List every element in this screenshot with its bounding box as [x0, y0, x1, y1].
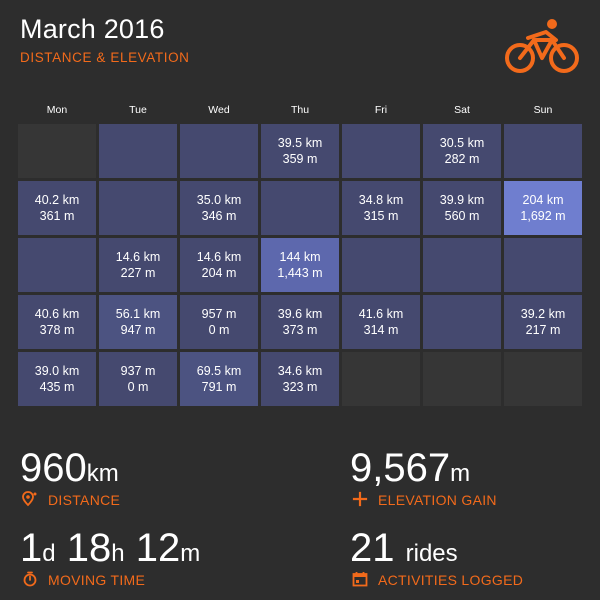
cell-elevation: 359 m — [282, 152, 318, 166]
cyclist-icon — [505, 19, 579, 73]
cell-elevation: 435 m — [39, 380, 75, 394]
cell-elevation: 361 m — [39, 209, 75, 223]
cell-elevation: 204 m — [201, 266, 237, 280]
cell-elevation: 373 m — [282, 323, 318, 337]
cell-distance: 937 m — [120, 364, 156, 378]
page-subtitle: DISTANCE & ELEVATION — [20, 50, 190, 65]
calendar-day-cell: 69.5 km 791 m — [180, 352, 258, 406]
cell-distance: 957 m — [201, 307, 237, 321]
calendar-day-cell — [342, 124, 420, 178]
cell-elevation: 947 m — [120, 323, 156, 337]
cell-distance: 39.6 km — [277, 307, 323, 321]
calendar-day-cell: 39.9 km 560 m — [423, 181, 501, 235]
cell-elevation: 315 m — [363, 209, 399, 223]
weekday-tue: Tue — [129, 104, 147, 116]
calendar-day-cell — [504, 238, 582, 292]
calendar-cell-empty — [342, 352, 420, 406]
cell-distance: 56.1 km — [115, 307, 161, 321]
cell-distance: 40.2 km — [34, 193, 80, 207]
cell-elevation: 217 m — [525, 323, 561, 337]
weekday-sat: Sat — [454, 104, 470, 116]
calendar-day-cell: 56.1 km 947 m — [99, 295, 177, 349]
calendar-day-cell — [261, 181, 339, 235]
cell-distance: 35.0 km — [196, 193, 242, 207]
elevation-value: 9,567m — [350, 446, 471, 490]
cell-distance: 14.6 km — [115, 250, 161, 264]
calendar-day-cell: 957 m 0 m — [180, 295, 258, 349]
cell-elevation: 282 m — [444, 152, 480, 166]
calendar-day-cell: 14.6 km 204 m — [180, 238, 258, 292]
weekday-thu: Thu — [290, 104, 310, 116]
cell-distance: 39.2 km — [520, 307, 566, 321]
calendar-day-cell: 35.0 km 346 m — [180, 181, 258, 235]
cell-distance: 39.0 km — [34, 364, 80, 378]
moving-time-label: MOVING TIME — [48, 572, 146, 588]
calendar-day-cell: 40.6 km 378 m — [18, 295, 96, 349]
cell-distance: 40.6 km — [34, 307, 80, 321]
map-pin-icon — [22, 491, 37, 507]
cell-distance: 30.5 km — [439, 136, 485, 150]
weekday-mon: Mon — [46, 104, 68, 116]
cell-distance: 69.5 km — [196, 364, 242, 378]
plus-icon — [352, 491, 368, 507]
calendar-day-cell: 34.8 km 315 m — [342, 181, 420, 235]
calendar-day-cell — [504, 124, 582, 178]
cell-elevation: 560 m — [444, 209, 480, 223]
calendar-day-cell: 30.5 km 282 m — [423, 124, 501, 178]
cell-elevation: 0 m — [127, 380, 149, 394]
cell-elevation: 0 m — [208, 323, 230, 337]
cell-elevation: 314 m — [363, 323, 399, 337]
calendar-grid: 39.5 km 359 m 30.5 km 282 m 40.2 km 361 m 35.0… — [18, 124, 582, 406]
cell-elevation: 1,692 m — [520, 209, 566, 223]
calendar-cell-empty — [423, 352, 501, 406]
moving-time-value: 1d 18h 12m — [20, 526, 201, 570]
calendar-day-cell: 39.5 km 359 m — [261, 124, 339, 178]
calendar-day-cell: 34.6 km 323 m — [261, 352, 339, 406]
cell-distance: 34.6 km — [277, 364, 323, 378]
cell-elevation: 346 m — [201, 209, 237, 223]
cell-distance: 34.8 km — [358, 193, 404, 207]
cell-distance: 41.6 km — [358, 307, 404, 321]
calendar-day-cell — [423, 295, 501, 349]
activities-value: 21 rides — [350, 526, 458, 570]
cell-elevation: 323 m — [282, 380, 318, 394]
cell-distance: 144 km — [279, 250, 321, 264]
distance-value: 960km — [20, 446, 119, 490]
calendar-day-cell: 41.6 km 314 m — [342, 295, 420, 349]
weekday-wed: Wed — [208, 104, 230, 116]
elevation-label: ELEVATION GAIN — [378, 492, 497, 508]
calendar-day-cell — [18, 238, 96, 292]
weekday-header-row: Mon Tue Wed Thu Fri Sat Sun — [18, 104, 582, 120]
calendar-day-cell — [99, 124, 177, 178]
distance-label: DISTANCE — [48, 492, 121, 508]
cell-elevation: 378 m — [39, 323, 75, 337]
calendar-day-cell: 39.2 km 217 m — [504, 295, 582, 349]
cell-elevation: 227 m — [120, 266, 156, 280]
activities-label: ACTIVITIES LOGGED — [378, 572, 524, 588]
cell-distance: 204 km — [522, 193, 564, 207]
calendar-day-cell: 204 km 1,692 m — [504, 181, 582, 235]
calendar-icon — [352, 572, 368, 587]
calendar-day-cell: 39.6 km 373 m — [261, 295, 339, 349]
cell-distance: 14.6 km — [196, 250, 242, 264]
weekday-sun: Sun — [533, 104, 553, 116]
cell-elevation: 1,443 m — [277, 266, 323, 280]
weekday-fri: Fri — [374, 104, 388, 116]
cell-distance: 39.9 km — [439, 193, 485, 207]
calendar-day-cell: 144 km 1,443 m — [261, 238, 339, 292]
page-title: March 2016 — [20, 14, 165, 44]
calendar-day-cell: 937 m 0 m — [99, 352, 177, 406]
calendar-day-cell: 40.2 km 361 m — [18, 181, 96, 235]
cell-distance: 39.5 km — [277, 136, 323, 150]
calendar-day-cell — [342, 238, 420, 292]
calendar-day-cell — [99, 181, 177, 235]
stopwatch-icon — [23, 571, 37, 587]
calendar-day-cell: 14.6 km 227 m — [99, 238, 177, 292]
cell-elevation: 791 m — [201, 380, 237, 394]
calendar-day-cell — [423, 238, 501, 292]
calendar-cell-empty — [18, 124, 96, 178]
calendar-day-cell: 39.0 km 435 m — [18, 352, 96, 406]
calendar-day-cell — [180, 124, 258, 178]
calendar-cell-empty — [504, 352, 582, 406]
